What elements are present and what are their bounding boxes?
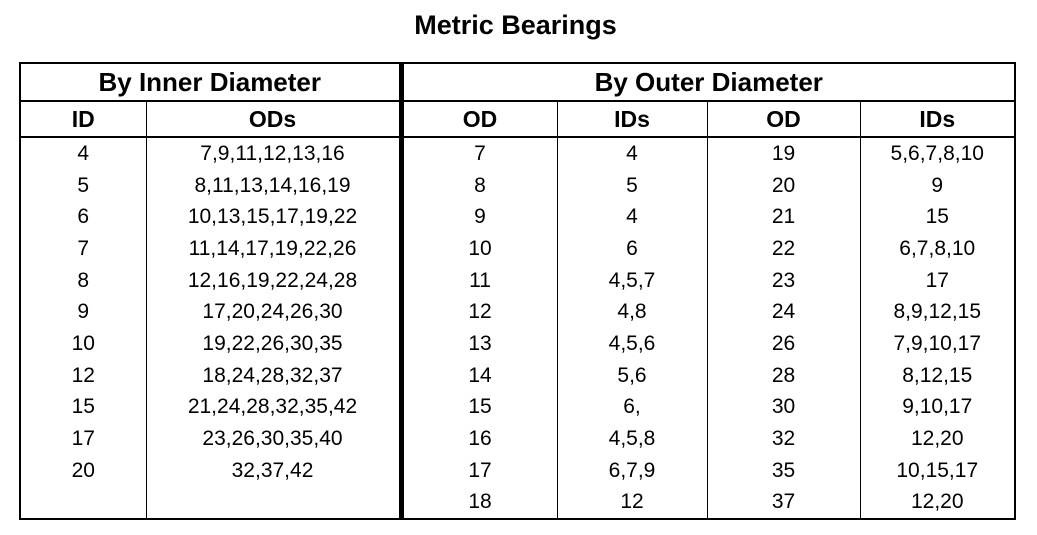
- outer-ids-cell-2: 9,10,17: [859, 391, 1015, 424]
- outer-od-cell-1: 11: [398, 264, 557, 297]
- table-row: 4 7,9,11,12,13,16 7 4 19 5,6,7,8,10: [20, 137, 1015, 170]
- inner-id-cell: 5: [77, 173, 90, 197]
- inner-id-cell: 7: [77, 236, 90, 260]
- outer-ids-cell-2: 9: [859, 169, 1015, 202]
- inner-id-cell: 4: [77, 141, 90, 165]
- table-row: 10 19,22,26,30,35 13 4,5,6 26 7,9,10,17: [20, 328, 1015, 360]
- outer-od-cell-1: 13: [398, 328, 557, 360]
- inner-id-cell: 9: [77, 300, 90, 324]
- inner-ods-cell: 10,13,15,17,19,22: [145, 201, 401, 234]
- table-row: 12 18,24,28,32,37 14 5,6 28 8,12,15: [20, 359, 1015, 392]
- outer-ids-cell-1: 4,5,7: [556, 264, 707, 297]
- ids-column-header-2: IDs: [859, 101, 1015, 137]
- outer-ids-cell-1: 4: [556, 201, 707, 234]
- outer-ids-cell-2: 6,7,8,10: [859, 233, 1015, 265]
- outer-od-cell-2: 26: [706, 328, 860, 360]
- outer-ids-cell-2: 5,6,7,8,10: [859, 137, 1015, 170]
- outer-od-cell-1: 17: [398, 454, 557, 487]
- outer-ids-cell-2: 8,9,12,15: [859, 296, 1015, 329]
- outer-ids-cell-1: 4,5,8: [556, 423, 707, 455]
- od-column-header-2: OD: [706, 101, 860, 137]
- outer-od-cell-2: 19: [706, 137, 860, 170]
- ods-column-header: ODs: [145, 101, 401, 137]
- outer-od-cell-2: 35: [706, 454, 860, 487]
- inner-ods-cell: 23,26,30,35,40: [145, 423, 401, 455]
- outer-od-cell-1: 7: [398, 137, 557, 170]
- outer-diameter-group-header: By Outer Diameter: [398, 63, 1015, 101]
- outer-ids-cell-1: 6,: [556, 391, 707, 424]
- inner-id-cell: [20, 487, 146, 520]
- table-body: 4 7,9,11,12,13,16 7 4 19 5,6,7,8,10 5 8,11,13,1…: [20, 137, 1015, 520]
- inner-ods-cell: 7,9,11,12,13,16: [145, 137, 401, 170]
- inner-ods-cell: 21,24,28,32,35,42: [145, 391, 401, 424]
- table-row: 20 32,37,42 17 6,7,9 35 10,15,17: [20, 454, 1015, 487]
- outer-od-cell-1: 8: [398, 169, 557, 202]
- inner-ods-cell: 18,24,28,32,37: [145, 359, 401, 392]
- table-row: 8 12,16,19,22,24,28 11 4,5,7 23 17: [20, 264, 1015, 297]
- inner-ods-cell: [145, 486, 401, 520]
- outer-od-cell-2: 28: [706, 359, 860, 392]
- outer-ids-cell-2: 10,15,17: [859, 454, 1015, 487]
- inner-ods-cell: 11,14,17,19,22,26: [145, 233, 401, 265]
- outer-od-cell-2: 23: [706, 264, 860, 297]
- id-column-header: ID: [71, 105, 95, 132]
- outer-od-cell-1: 9: [398, 201, 557, 234]
- inner-ods-cell: 8,11,13,14,16,19: [145, 169, 401, 202]
- outer-od-cell-2: 30: [706, 391, 860, 424]
- outer-ids-cell-2: 12,20: [859, 423, 1015, 455]
- outer-od-cell-1: 18: [398, 486, 557, 520]
- inner-ods-cell: 12,16,19,22,24,28: [145, 264, 401, 297]
- group-header-row: By Inner Diameter By Outer Diameter: [20, 63, 1015, 101]
- inner-id-cell: 15: [71, 395, 95, 419]
- outer-od-cell-2: 37: [706, 486, 860, 520]
- outer-od-cell-2: 24: [706, 296, 860, 329]
- outer-od-cell-2: 20: [706, 169, 860, 202]
- table-row: 7 11,14,17,19,22,26 10 6 22 6,7,8,10: [20, 233, 1015, 265]
- inner-id-cell: 20: [71, 458, 95, 482]
- column-header-row: ID ODs OD IDs OD IDs: [20, 101, 1015, 137]
- outer-od-cell-1: 14: [398, 359, 557, 392]
- inner-id-cell: 8: [77, 268, 90, 292]
- outer-ids-cell-2: 7,9,10,17: [859, 328, 1015, 360]
- outer-ids-cell-1: 5,6: [556, 359, 707, 392]
- outer-od-cell-1: 15: [398, 391, 557, 424]
- outer-ids-cell-1: 4: [556, 137, 707, 170]
- outer-ids-cell-2: 8,12,15: [859, 359, 1015, 392]
- outer-ids-cell-1: 5: [556, 169, 707, 202]
- outer-od-cell-1: 12: [398, 296, 557, 329]
- inner-id-cell: 6: [77, 205, 90, 229]
- inner-ods-cell: 17,20,24,26,30: [145, 296, 401, 329]
- table-row: 5 8,11,13,14,16,19 8 5 20 9: [20, 169, 1015, 202]
- outer-ids-cell-1: 4,8: [556, 296, 707, 329]
- table-row: 15 21,24,28,32,35,42 15 6, 30 9,10,17: [20, 391, 1015, 424]
- table-row: 9 17,20,24,26,30 12 4,8 24 8,9,12,15: [20, 296, 1015, 329]
- inner-id-cell: 12: [71, 363, 95, 387]
- outer-ids-cell-2: 15: [859, 201, 1015, 234]
- outer-ids-cell-2: 12,20: [859, 486, 1015, 520]
- od-column-header-1: OD: [398, 101, 557, 137]
- outer-od-cell-2: 21: [706, 201, 860, 234]
- inner-ods-cell: 32,37,42: [145, 454, 401, 487]
- outer-ids-cell-2: 17: [859, 264, 1015, 297]
- outer-od-cell-2: 22: [706, 233, 860, 265]
- page-title: Metric Bearings: [414, 10, 617, 40]
- table-row: 18 12 37 12,20: [20, 486, 1015, 520]
- inner-id-cell: 10: [71, 331, 95, 355]
- table-row: 17 23,26,30,35,40 16 4,5,8 32 12,20: [20, 423, 1015, 455]
- ids-column-header-1: IDs: [556, 101, 707, 137]
- outer-od-cell-2: 32: [706, 423, 860, 455]
- outer-ids-cell-1: 6: [556, 233, 707, 265]
- inner-ods-cell: 19,22,26,30,35: [145, 328, 401, 360]
- outer-ids-cell-1: 4,5,6: [556, 328, 707, 360]
- inner-diameter-group-header: By Inner Diameter: [98, 66, 322, 97]
- table-row: 6 10,13,15,17,19,22 9 4 21 15: [20, 201, 1015, 234]
- outer-ids-cell-1: 12: [556, 486, 707, 520]
- outer-od-cell-1: 16: [398, 423, 557, 455]
- outer-od-cell-1: 10: [398, 233, 557, 265]
- outer-ids-cell-1: 6,7,9: [556, 454, 707, 487]
- bearings-table: By Inner Diameter By Outer Diameter ID O…: [19, 62, 1016, 521]
- inner-id-cell: 17: [71, 427, 95, 451]
